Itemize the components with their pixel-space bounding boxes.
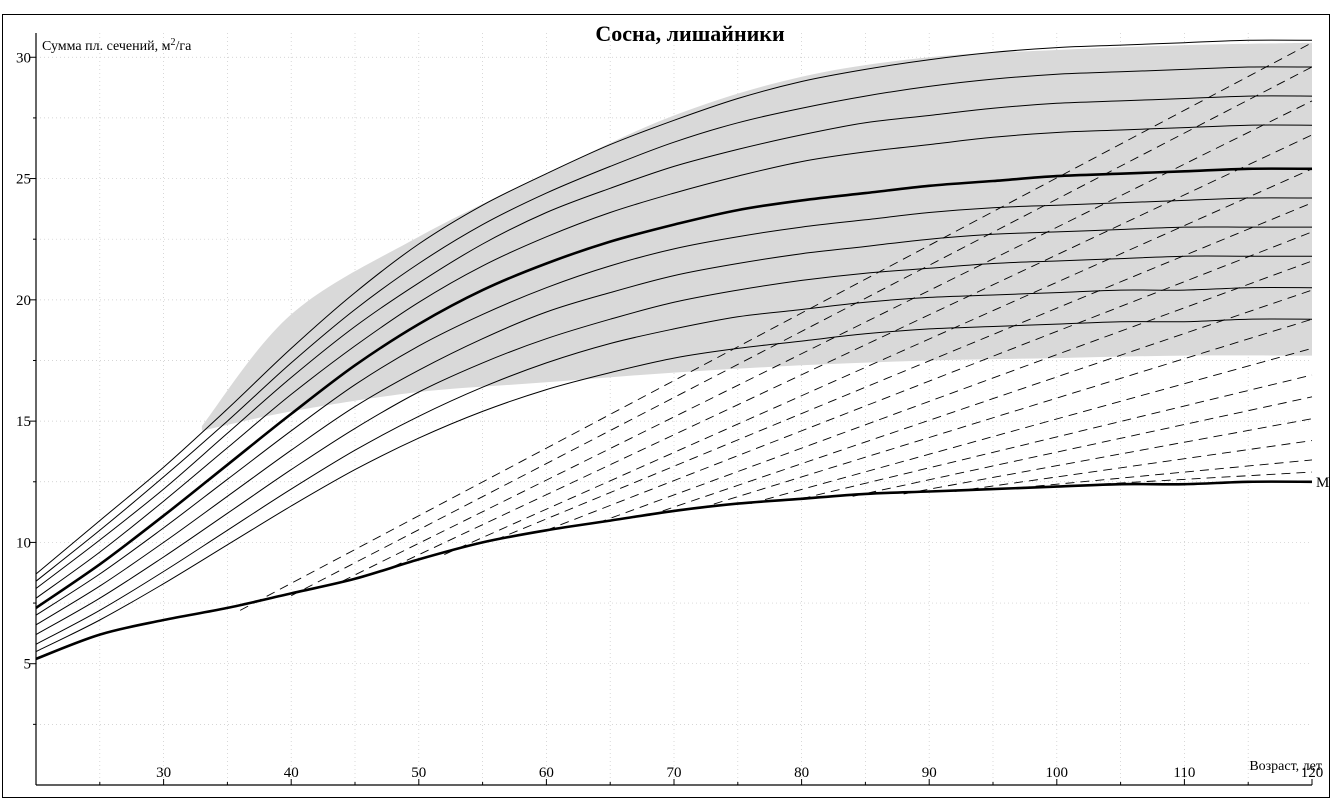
x-tick-label: 60 (539, 765, 554, 781)
series-line-4 (35, 124, 1313, 599)
dashed-line-15 (954, 440, 1313, 492)
series-line-10 (35, 318, 1313, 653)
dashed-line-10 (699, 318, 1313, 509)
y-axis-label: Сумма пл. сечений, м2/га (42, 37, 192, 55)
dashed-line-2 (290, 66, 1313, 597)
dashed-line-6 (495, 202, 1313, 541)
series-line-9 (35, 287, 1313, 645)
chart-title: Сосна, лишайники (595, 21, 785, 46)
series-line-2 (35, 66, 1313, 582)
series-line-6 (35, 197, 1313, 616)
x-tick-label: 50 (411, 765, 426, 781)
x-tick-label: 90 (922, 765, 937, 781)
dashed-line-3 (342, 100, 1313, 582)
dashed-line-16 (1005, 459, 1313, 490)
series-line-8 (35, 255, 1312, 636)
series-line-5 (35, 167, 1313, 609)
x-tick-label: 100 (1046, 765, 1069, 781)
axes (30, 33, 1313, 786)
x-axis-label: Возраст, лет (1249, 759, 1322, 774)
series-line-11 (35, 480, 1313, 661)
x-tick-label: 40 (284, 765, 299, 781)
y-axis-label-unit: /га (175, 39, 192, 54)
tick-labels: 5 10 15 20 25 30 30 40 50 60 70 80 90 100 110 120 (16, 50, 1323, 781)
y-tick-label: 10 (16, 535, 31, 551)
x-tick-label: 30 (156, 765, 171, 781)
dashed-line-17 (1056, 471, 1313, 488)
dashed-line-12 (801, 374, 1313, 500)
x-tick-label: 110 (1173, 765, 1195, 781)
y-axis-label-main: Сумма пл. сечений, м (42, 39, 171, 54)
y-tick-label: 30 (16, 50, 31, 66)
dashed-line-9 (648, 289, 1313, 517)
y-tick-label: 25 (16, 172, 31, 188)
x-tick-label: 80 (794, 765, 809, 781)
series-lines: М (35, 39, 1329, 661)
dashed-line-1 (239, 42, 1313, 611)
series-line-7 (35, 226, 1312, 626)
dashed-line-11 (750, 347, 1313, 505)
shaded-band (201, 42, 1312, 431)
y-tick-label: 5 (24, 657, 32, 673)
y-axis-label-sup: 2 (170, 37, 175, 48)
dashed-lines (239, 42, 1313, 611)
y-tick-label: 20 (16, 293, 31, 309)
series-label-11: М (1316, 475, 1329, 491)
dashed-line-4 (393, 134, 1313, 568)
dashed-line-14 (903, 418, 1313, 495)
dashed-line-7 (546, 231, 1313, 531)
y-tick-label: 15 (16, 414, 31, 430)
dashed-line-8 (597, 260, 1313, 524)
series-line-1 (35, 39, 1313, 575)
series-line-3 (35, 95, 1313, 589)
x-tick-label: 120 (1301, 765, 1324, 781)
dashed-line-13 (852, 396, 1313, 497)
band-area (201, 42, 1312, 431)
dashed-line-5 (444, 168, 1313, 555)
x-tick-label: 70 (667, 765, 682, 781)
